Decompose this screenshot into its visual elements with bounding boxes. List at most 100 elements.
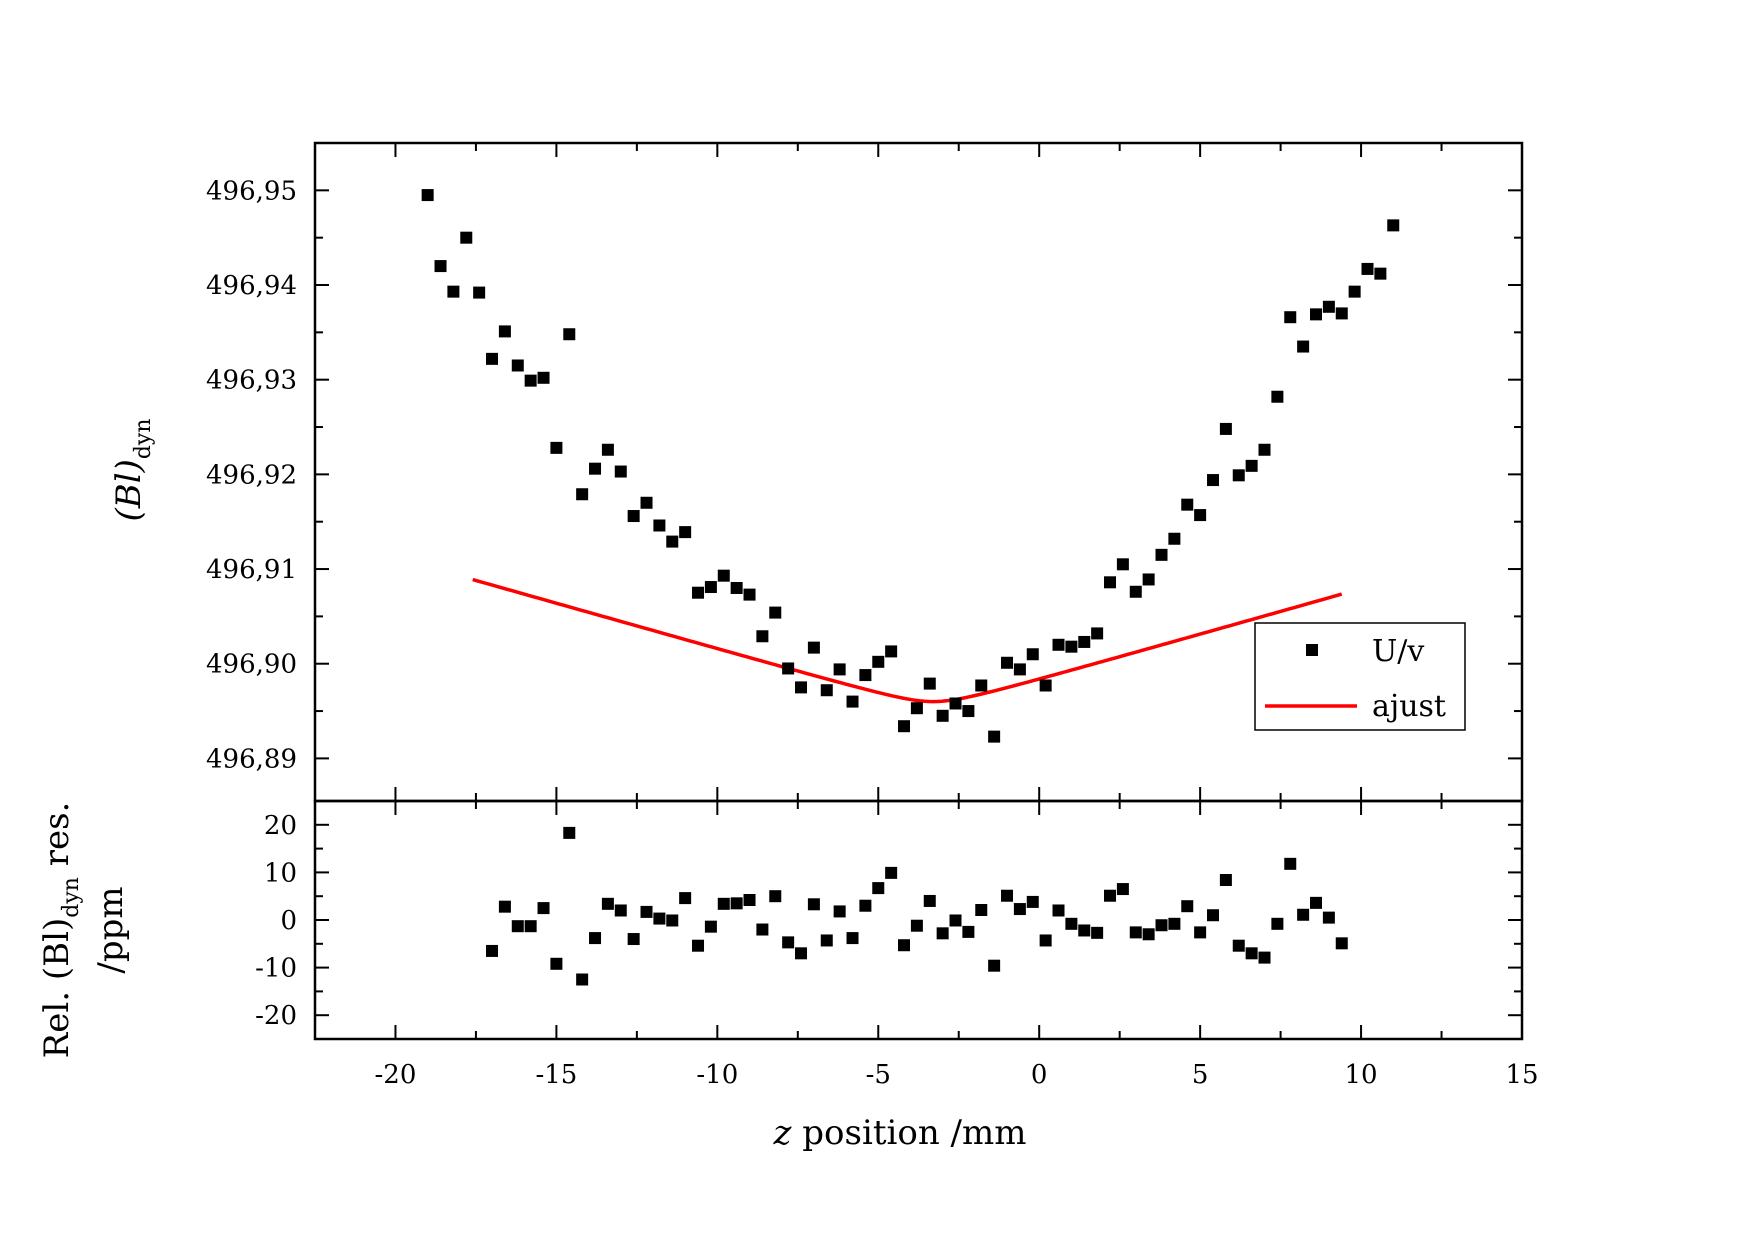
data-point — [1129, 585, 1142, 598]
data-point — [923, 677, 936, 690]
residual-point — [833, 905, 846, 918]
fit-curve-line — [472, 577, 1343, 704]
top-y-tick-label: 496,90 — [206, 650, 297, 680]
data-point — [704, 581, 717, 594]
data-point — [898, 720, 911, 733]
residual-point — [872, 882, 885, 895]
data-point — [807, 641, 820, 654]
residual-point — [1245, 947, 1258, 960]
legend-box — [1254, 622, 1466, 731]
top-y-tick-label: 496,93 — [206, 366, 297, 396]
data-point — [1181, 498, 1194, 511]
residual-point — [550, 957, 563, 970]
top-ylabel-main: (Bl) — [109, 459, 149, 521]
residual-point — [1219, 874, 1232, 887]
data-point — [1258, 443, 1271, 456]
top-y-tick-label: 496,94 — [206, 271, 297, 301]
residual-point — [1271, 917, 1284, 930]
xlabel-italic: z — [773, 1113, 793, 1153]
data-point — [1194, 509, 1207, 522]
data-point — [885, 645, 898, 658]
data-point — [589, 462, 602, 475]
legend: U/v ajust — [1254, 622, 1466, 731]
data-point — [627, 510, 640, 523]
residual-point — [704, 920, 717, 933]
residual-point — [885, 866, 898, 879]
top-y-tick-label: 496,89 — [206, 744, 297, 774]
data-point — [692, 586, 705, 599]
data-point — [1284, 311, 1297, 324]
residual-point — [1026, 895, 1039, 908]
data-point — [743, 588, 756, 601]
data-point — [820, 684, 833, 697]
residual-point — [898, 939, 911, 952]
residual-point — [1335, 937, 1348, 950]
data-point — [833, 663, 846, 676]
bottom-ylabel-line1-pre: Rel. (Bl) — [37, 918, 77, 1059]
bottom-y-tick-label: -10 — [255, 954, 297, 984]
top-y-ticks: 496,89 496,90 496,91 496,92 496,93 496,94 496,… — [206, 142, 1523, 801]
xlabel-rest: position /mm — [791, 1113, 1026, 1153]
svg-text:(Bl)dyn: (Bl)dyn — [109, 418, 156, 521]
residual-point — [1155, 919, 1168, 932]
residual-points-group — [486, 826, 1348, 986]
residual-point — [1116, 883, 1129, 896]
bottom-y-tick-label: 10 — [264, 858, 297, 888]
legend-marker-icon — [1306, 644, 1318, 656]
bottom-panel: -20 -10 0 10 20 -20 -15 -10 -5 0 5 10 15 z position… — [37, 799, 1539, 1153]
residual-point — [1052, 904, 1065, 917]
data-point — [1245, 459, 1258, 472]
residual-point — [769, 890, 782, 903]
data-point — [1104, 576, 1117, 589]
data-point — [576, 488, 589, 501]
data-point — [1155, 548, 1168, 561]
residual-point — [627, 933, 640, 946]
residual-point — [679, 892, 692, 905]
x-tick-label: -20 — [375, 1060, 417, 1090]
residual-point — [1284, 857, 1297, 870]
residual-point — [563, 826, 576, 839]
data-point — [949, 697, 962, 710]
x-tick-label: -10 — [696, 1060, 738, 1090]
data-point — [782, 662, 795, 675]
residual-point — [601, 897, 614, 910]
x-tick-label: 15 — [1505, 1060, 1538, 1090]
fit-curve-group — [472, 577, 1343, 704]
residual-point — [962, 925, 975, 938]
bottom-y-tick-label: 20 — [264, 811, 297, 841]
data-point — [975, 679, 988, 692]
data-point — [1026, 648, 1039, 661]
data-point — [846, 695, 859, 708]
residual-point — [936, 927, 949, 940]
top-y-tick-label: 496,95 — [206, 176, 297, 206]
bottom-ylabel-line1-post: res. — [37, 802, 77, 877]
x-ticks: -20 -15 -10 -5 0 5 10 15 — [375, 801, 1539, 1090]
legend-label-uv: U/v — [1372, 634, 1424, 669]
residual-point — [614, 904, 627, 917]
data-point — [872, 655, 885, 668]
residual-point — [975, 904, 988, 917]
data-point — [537, 371, 550, 384]
residual-point — [1129, 926, 1142, 939]
top-y-tick-label: 496,92 — [206, 460, 297, 490]
residual-point — [1078, 924, 1091, 937]
data-point — [756, 630, 769, 643]
data-point — [769, 606, 782, 619]
x-axis-title: z position /mm — [773, 1113, 1027, 1153]
residual-point — [743, 894, 756, 907]
residual-point — [1297, 908, 1310, 921]
residual-point — [910, 919, 923, 932]
residual-point — [1039, 934, 1052, 947]
data-point — [1013, 663, 1026, 676]
data-point — [1387, 219, 1400, 232]
data-point — [1232, 469, 1245, 482]
residual-point — [589, 932, 602, 945]
data-point — [1361, 262, 1374, 275]
data-point — [936, 709, 949, 722]
data-point — [1116, 558, 1129, 571]
bottom-ylabel-line1-sub: dyn — [59, 877, 84, 918]
residual-point — [537, 902, 550, 915]
data-point — [1091, 627, 1104, 640]
top-y-axis-title: (Bl)dyn — [109, 418, 156, 521]
